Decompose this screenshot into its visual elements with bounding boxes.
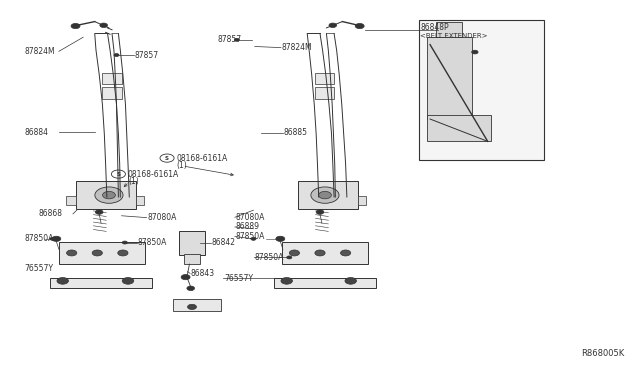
Circle shape [122,278,134,284]
Text: 87080A: 87080A [147,213,177,222]
Bar [436,22,462,37]
Text: 87824M: 87824M [24,47,55,56]
Circle shape [289,250,300,256]
Text: 08168-6161A: 08168-6161A [128,170,179,179]
Bar [179,231,205,255]
Bar [50,278,152,288]
Bar [419,20,544,160]
Text: (1): (1) [128,177,139,186]
Circle shape [57,278,68,284]
Text: 87850A: 87850A [255,253,284,262]
Text: <BELT EXTENDER>: <BELT EXTENDER> [420,33,488,39]
Circle shape [188,304,196,310]
Bar [66,196,76,205]
Text: 86884: 86884 [24,128,49,137]
Circle shape [234,38,239,41]
Circle shape [100,23,108,28]
Text: 87080A: 87080A [236,213,265,222]
Bar [427,115,491,141]
Circle shape [95,210,103,214]
Circle shape [276,236,285,241]
Circle shape [315,250,325,256]
Text: R868005K: R868005K [580,349,624,358]
Circle shape [287,256,292,259]
Bar [358,196,366,205]
Circle shape [114,54,119,57]
Bar [427,37,472,119]
Bar [59,242,145,264]
Bar [274,278,376,288]
Bar [184,254,200,264]
Bar [76,181,136,209]
Text: 86889: 86889 [236,222,260,231]
Circle shape [311,187,339,203]
Circle shape [102,191,115,199]
Text: 76557Y: 76557Y [24,264,53,273]
Circle shape [67,250,77,256]
Text: S: S [116,171,120,177]
Text: 87824M: 87824M [282,43,312,52]
Text: 87850A: 87850A [138,238,167,247]
Circle shape [181,275,190,280]
Circle shape [122,241,127,244]
Circle shape [251,237,256,240]
Text: 87850A: 87850A [24,234,54,243]
Circle shape [187,286,195,291]
Bar [102,73,122,84]
Text: (1): (1) [177,161,188,170]
Bar [136,196,144,205]
Circle shape [345,278,356,284]
Circle shape [95,187,123,203]
Text: 87850A: 87850A [236,232,265,241]
Text: S: S [165,155,169,161]
Bar [282,242,368,264]
Text: 76557Y: 76557Y [224,274,253,283]
Text: 86885: 86885 [284,128,307,137]
Circle shape [281,278,292,284]
Circle shape [319,191,332,199]
Circle shape [340,250,351,256]
Text: 86848P: 86848P [420,23,449,32]
Text: 86868: 86868 [38,209,63,218]
Bar [315,73,334,84]
Circle shape [355,23,364,29]
Bar [102,87,122,99]
Circle shape [118,250,128,256]
Circle shape [92,250,102,256]
Circle shape [50,237,55,240]
Circle shape [316,210,324,214]
Bar [315,87,334,99]
Bar [298,181,358,209]
Circle shape [329,23,337,28]
Text: 87857: 87857 [134,51,159,60]
Circle shape [52,236,61,241]
Bar [173,299,221,311]
Text: 08168-6161A: 08168-6161A [177,154,228,163]
Circle shape [472,50,478,54]
Text: 86842: 86842 [211,238,236,247]
Circle shape [71,23,80,29]
Text: 87857: 87857 [218,35,242,44]
Text: 86843: 86843 [191,269,215,278]
